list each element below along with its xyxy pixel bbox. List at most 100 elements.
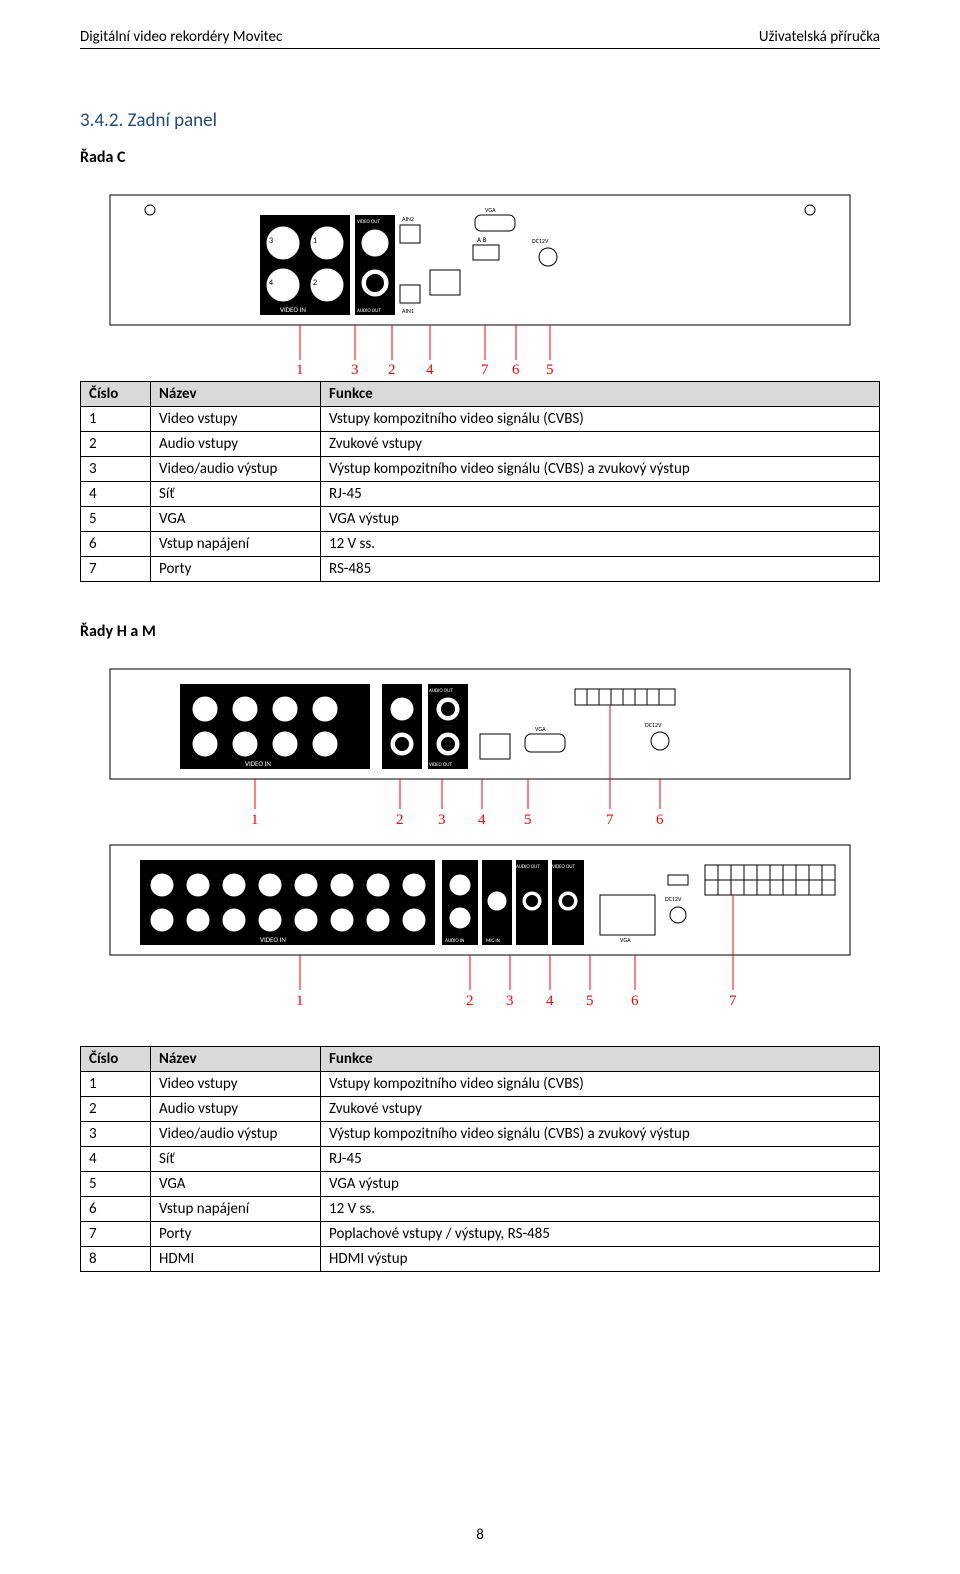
svg-text:2: 2: [396, 812, 404, 828]
svg-text:VIDEO OUT: VIDEO OUT: [429, 762, 452, 768]
table-row: 3Video/audio výstupVýstup kompozitního v…: [81, 457, 880, 482]
svg-text:AUDIO OUT: AUDIO OUT: [357, 308, 381, 314]
svg-text:8: 8: [318, 687, 322, 696]
svg-text:2: 2: [313, 278, 317, 288]
page-number: 8: [0, 1526, 960, 1544]
page-header: Digitální video rekordéry Movitec Uživat…: [80, 28, 880, 49]
svg-text:2: 2: [452, 899, 455, 907]
table-row: 2Audio vstupyZvukové vstupy: [81, 432, 880, 457]
svg-text:AUDIO OUT: AUDIO OUT: [516, 864, 540, 870]
svg-text:VGA: VGA: [485, 206, 496, 214]
svg-text:7: 7: [606, 812, 614, 828]
svg-text:4: 4: [238, 687, 242, 696]
svg-text:4: 4: [269, 278, 273, 288]
svg-text:4: 4: [478, 812, 486, 828]
svg-text:1: 1: [313, 236, 317, 246]
svg-text:MIC IN: MIC IN: [486, 938, 500, 944]
svg-text:15: 15: [407, 901, 413, 909]
panel-m-diagram: 2468 10121416 1357 9111315 VIDEO IN AUDI…: [80, 835, 880, 1010]
th-name: Název: [151, 382, 321, 407]
th-func: Funkce: [321, 1047, 880, 1072]
svg-text:7: 7: [729, 993, 737, 1009]
table-row: 5VGAVGA výstup: [81, 507, 880, 532]
svg-text:AIN2: AIN2: [402, 215, 414, 223]
svg-text:16: 16: [407, 864, 413, 872]
svg-text:4: 4: [426, 362, 434, 375]
svg-text:1: 1: [251, 812, 259, 828]
svg-text:VIDEO IN: VIDEO IN: [260, 935, 286, 944]
svg-text:2: 2: [198, 687, 202, 696]
svg-text:1: 1: [390, 725, 393, 733]
svg-text:4: 4: [193, 864, 196, 872]
svg-text:7: 7: [318, 724, 322, 733]
table-row: 5VGAVGA výstup: [81, 1172, 880, 1197]
table-c: Číslo Název Funkce 1Video vstupyVstupy k…: [80, 381, 880, 582]
svg-text:6: 6: [229, 864, 232, 872]
series-hm-label: Řady H a M: [80, 622, 880, 641]
svg-text:3: 3: [351, 362, 359, 375]
svg-text:A B: A B: [477, 235, 487, 244]
svg-text:5: 5: [278, 724, 282, 733]
svg-text:VIDEO IN: VIDEO IN: [280, 305, 306, 314]
svg-text:5: 5: [229, 901, 232, 909]
table-row: 7PortyRS-485: [81, 557, 880, 582]
svg-text:1: 1: [157, 901, 160, 909]
svg-text:6: 6: [631, 993, 639, 1009]
section-heading: 3.4.2. Zadní panel: [80, 109, 880, 132]
svg-text:8: 8: [265, 864, 268, 872]
svg-text:4: 4: [546, 993, 554, 1009]
svg-text:5: 5: [524, 812, 532, 828]
svg-text:5: 5: [546, 362, 554, 375]
svg-text:12: 12: [335, 864, 341, 872]
panel-h-diagram: 2 4 6 8 1 3 5 7 VIDEO IN 2 1 AUDIO OUT VIDEO O…: [80, 659, 880, 829]
svg-text:1: 1: [296, 993, 304, 1009]
svg-text:VIDEO OUT: VIDEO OUT: [552, 864, 575, 870]
svg-text:AUDIO OUT: AUDIO OUT: [429, 688, 453, 694]
table-hm: Číslo Název Funkce 1Video vstupyVstupy k…: [80, 1046, 880, 1272]
table-row: 8HDMIHDMI výstup: [81, 1247, 880, 1272]
th-name: Název: [151, 1047, 321, 1072]
svg-text:11: 11: [335, 901, 341, 909]
table-row: 4SíťRJ-45: [81, 1147, 880, 1172]
svg-text:3: 3: [506, 993, 514, 1009]
th-num: Číslo: [81, 1047, 151, 1072]
svg-text:3: 3: [269, 236, 273, 246]
svg-text:13: 13: [371, 901, 377, 909]
svg-text:3: 3: [193, 901, 196, 909]
svg-text:VIDEO OUT: VIDEO OUT: [357, 219, 380, 225]
svg-text:AUDIO IN: AUDIO IN: [445, 938, 464, 944]
table-row: 3Video/audio výstupVýstup kompozitního v…: [81, 1122, 880, 1147]
page: Digitální video rekordéry Movitec Uživat…: [0, 0, 960, 1574]
svg-text:VGA: VGA: [620, 936, 631, 944]
svg-text:7: 7: [265, 901, 268, 909]
svg-text:VIDEO IN: VIDEO IN: [245, 759, 271, 768]
svg-text:6: 6: [512, 362, 520, 375]
header-left: Digitální video rekordéry Movitec: [80, 28, 282, 46]
series-c-label: Řada C: [80, 148, 880, 167]
svg-text:6: 6: [656, 812, 664, 828]
table-row: 1Video vstupyVstupy kompozitního video s…: [81, 407, 880, 432]
table-row: 6Vstup napájení12 V ss.: [81, 1197, 880, 1222]
panel-c-diagram: 3 1 4 2 VIDEO IN VIDEO OUT AUDIO OUT AIN…: [80, 185, 880, 375]
header-right: Uživatelská příručka: [759, 28, 880, 46]
svg-text:DC12V: DC12V: [665, 895, 682, 903]
table-row: 6Vstup napájení12 V ss.: [81, 532, 880, 557]
svg-text:2: 2: [388, 362, 396, 375]
svg-text:10: 10: [299, 864, 305, 872]
svg-text:DC12V: DC12V: [645, 721, 662, 729]
svg-text:5: 5: [586, 993, 594, 1009]
svg-text:DC12V: DC12V: [532, 237, 549, 245]
svg-text:7: 7: [481, 362, 489, 375]
svg-text:1: 1: [296, 362, 304, 375]
svg-text:3: 3: [438, 812, 446, 828]
svg-text:VGA: VGA: [535, 725, 546, 733]
svg-text:6: 6: [278, 687, 282, 696]
svg-text:2: 2: [390, 688, 393, 696]
svg-text:1: 1: [198, 724, 202, 733]
table-row: 4SíťRJ-45: [81, 482, 880, 507]
svg-text:3: 3: [238, 724, 242, 733]
table-row: 2Audio vstupyZvukové vstupy: [81, 1097, 880, 1122]
svg-text:2: 2: [466, 993, 474, 1009]
svg-text:14: 14: [371, 864, 377, 872]
svg-text:AIN1: AIN1: [402, 307, 414, 315]
